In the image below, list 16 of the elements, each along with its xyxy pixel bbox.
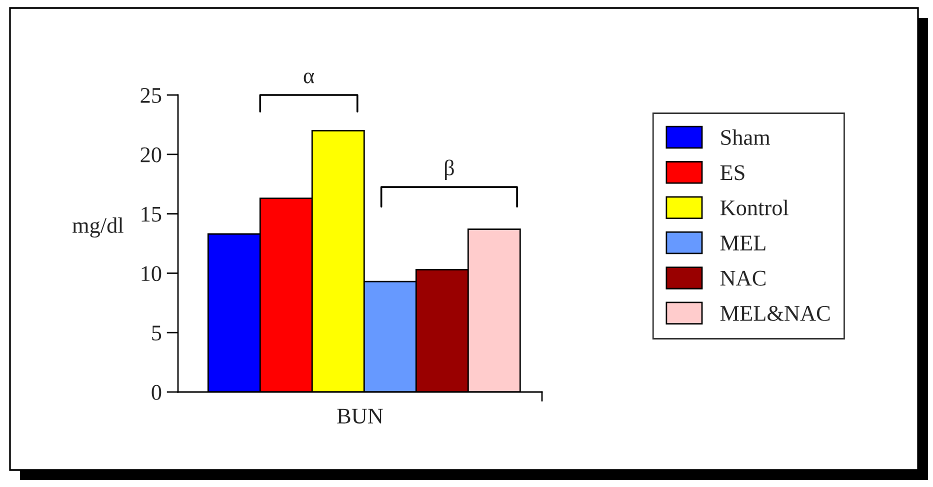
- legend-label: Kontrol: [720, 200, 788, 216]
- y-tick-label: 0: [152, 384, 162, 400]
- x-axis-title: BUN: [337, 408, 383, 424]
- y-tick-label: 15: [142, 206, 162, 222]
- y-tick-label: 5: [152, 326, 162, 341]
- text: α: [304, 72, 314, 84]
- legend-label: MEL&NAC: [720, 306, 830, 321]
- y-axis-title: mg/dl: [72, 217, 124, 238]
- y-tick-label: 25: [140, 88, 162, 103]
- annotation: β: [444, 160, 454, 180]
- legend-label: Sham: [721, 129, 770, 146]
- y-tick-label: 10: [142, 266, 162, 282]
- legend-label: ES: [720, 165, 744, 180]
- legend-label: MEL: [720, 236, 766, 250]
- legend-label: NAC: [720, 270, 766, 286]
- y-tick-label: 20: [140, 147, 162, 162]
